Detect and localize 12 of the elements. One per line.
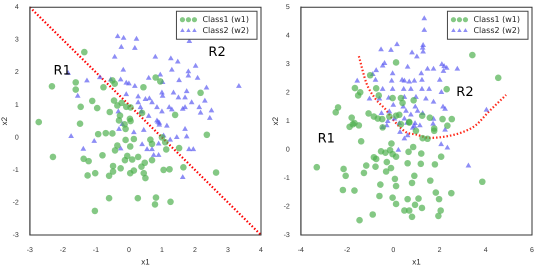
annotation: R1	[318, 132, 335, 147]
legend-label: Class2 (w2)	[202, 26, 250, 35]
y-axis-title: x2	[0, 116, 10, 126]
legend-label: Class1 (w1)	[473, 14, 520, 24]
legend-label: Class1 (w1)	[202, 14, 250, 24]
x-axis-title: x1	[141, 257, 150, 266]
y-axis-title: x2	[271, 116, 280, 126]
x-axis-title: x1	[412, 257, 422, 266]
legend-label: Class2 (w2)	[473, 26, 520, 35]
annotation: R2	[208, 45, 226, 60]
annotation: R2	[456, 85, 474, 100]
annotation: R1	[54, 63, 71, 78]
